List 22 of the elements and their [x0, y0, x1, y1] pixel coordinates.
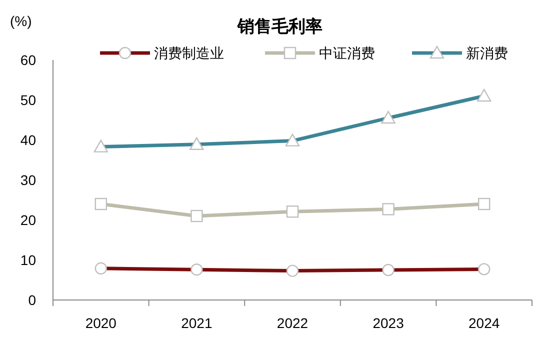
point — [286, 206, 299, 218]
point — [190, 210, 203, 222]
legend-label: 新消费 — [466, 45, 508, 61]
y-tick-label: 20 — [20, 212, 36, 228]
x-tick-label: 2022 — [276, 315, 308, 331]
legend-label: 消费制造业 — [154, 45, 224, 61]
point — [94, 198, 107, 210]
x-tick-label: 2020 — [85, 315, 117, 331]
point — [478, 198, 490, 210]
x-tick-label: 2024 — [468, 315, 500, 331]
legend-label: 中证消费 — [319, 45, 375, 61]
y-tick-label: 50 — [20, 92, 36, 108]
y-tick-label: 60 — [20, 52, 36, 68]
y-tick-label: 40 — [20, 132, 36, 148]
chart-title: 销售毛利率 — [236, 17, 322, 36]
point — [382, 203, 394, 216]
x-tick-label: 2023 — [372, 315, 404, 331]
x-tick-label: 2021 — [181, 315, 212, 331]
y-axis-title: (%) — [10, 13, 32, 29]
y-tick-label: 10 — [20, 252, 36, 268]
y-tick-label: 30 — [20, 172, 36, 188]
y-tick-label: 0 — [28, 292, 36, 308]
